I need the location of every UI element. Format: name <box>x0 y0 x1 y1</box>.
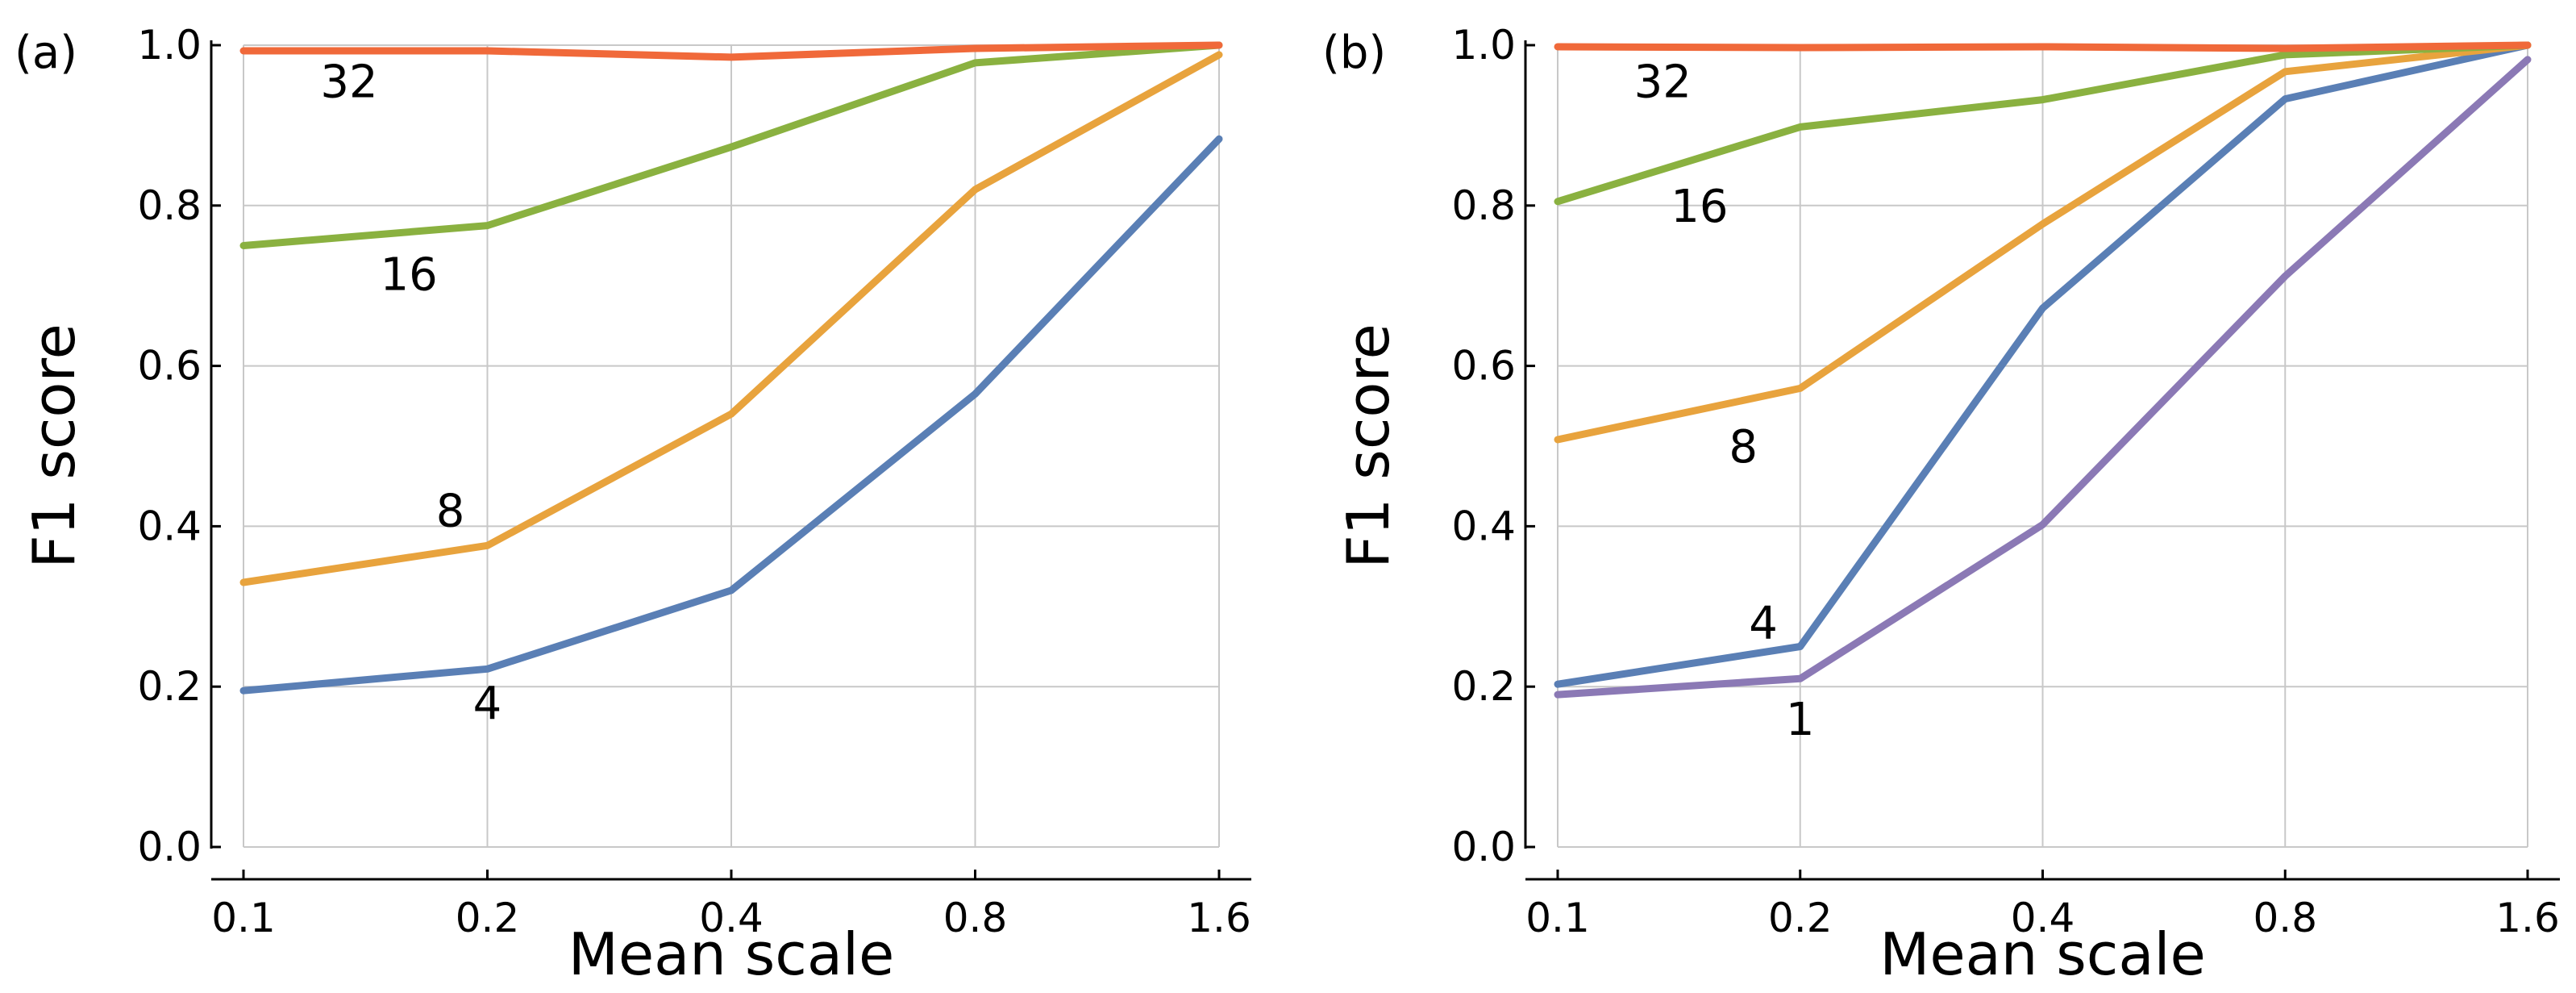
panel-b-series-4-label: 4 <box>1749 598 1778 650</box>
panel-a-x-tick-label: 0.2 <box>456 895 520 941</box>
panel-a-x-tick-label: 0.1 <box>211 895 276 941</box>
panel-a-x-tick-label: 0.4 <box>699 895 764 941</box>
panel-b-series-8-label: 8 <box>1729 421 1758 474</box>
panel-a-x-axis-label: Mean scale <box>568 920 895 988</box>
panel-b-y-tick-label: 0.4 <box>1451 503 1516 549</box>
panel-b: 0.0 0.2 0.4 0.6 0.8 1.0 0.1 0.2 0.4 0.8 1.6 Mean sc… <box>1322 22 2560 988</box>
panel-b-x-tick-label: 0.1 <box>1525 895 1590 941</box>
panel-a-series-16-line <box>239 41 1223 249</box>
panel-b-series-16-line <box>1554 41 2532 206</box>
panel-b-x-tick-label: 0.2 <box>1768 895 1833 941</box>
panel-b-y-tick-label: 0.8 <box>1451 182 1516 229</box>
panel-a-y-tick-label: 0.8 <box>137 182 202 229</box>
panel-a-series-16-label: 16 <box>380 248 437 301</box>
panel-b-series-8-line <box>1554 41 2532 444</box>
panel-a-series-32-label: 32 <box>320 56 377 109</box>
panel-a-y-tick-label: 1.0 <box>137 22 202 69</box>
panel-a-series-4-line <box>239 135 1223 695</box>
panel-a-series-8-label: 8 <box>436 486 465 538</box>
panel-a-y-tick-label: 0.0 <box>137 824 202 870</box>
panel-a-series-32-line <box>239 41 1223 61</box>
panel-b-x-axis-label: Mean scale <box>1879 920 2206 988</box>
panel-a-series-8-line <box>239 51 1223 586</box>
panel-b-series-16-label: 16 <box>1671 181 1728 233</box>
panel-a-y-axis-label: F1 score <box>20 323 88 569</box>
panel-b-x-tick-label: 0.4 <box>2011 895 2075 941</box>
panel-a-x-tick-label: 0.8 <box>943 895 1008 941</box>
panel-b-y-axis-label: F1 score <box>1334 323 1402 569</box>
panel-b-x-tick-label: 1.6 <box>2495 895 2560 941</box>
panel-a-y-tick-label: 0.4 <box>137 503 202 549</box>
panel-a-x-tick-label: 1.6 <box>1187 895 1251 941</box>
panel-b-series-1-label: 1 <box>1786 694 1815 746</box>
panel-b-series-32-line <box>1554 41 2532 52</box>
panel-b-series-32-label: 32 <box>1634 56 1692 109</box>
panel-a: 0.0 0.2 0.4 0.6 0.8 1.0 0.1 0.2 0.4 0.8 1.6 Mean sc… <box>15 22 1251 988</box>
panel-b-y-tick-label: 0.0 <box>1451 824 1516 870</box>
panel-a-label: (a) <box>15 27 77 79</box>
panel-b-x-tick-label: 0.8 <box>2253 895 2317 941</box>
panel-b-y-tick-label: 1.0 <box>1451 22 1516 69</box>
panel-b-y-tick-label: 0.6 <box>1451 343 1516 390</box>
panel-b-y-tick-label: 0.2 <box>1451 663 1516 710</box>
panel-b-series-1-line <box>1554 56 2532 699</box>
panel-a-series-4-label: 4 <box>473 678 502 730</box>
panel-b-series-4-line <box>1554 41 2532 688</box>
panel-a-y-tick-label: 0.2 <box>137 663 202 710</box>
panel-b-label: (b) <box>1322 27 1386 79</box>
panel-a-y-tick-label: 0.6 <box>137 343 202 390</box>
